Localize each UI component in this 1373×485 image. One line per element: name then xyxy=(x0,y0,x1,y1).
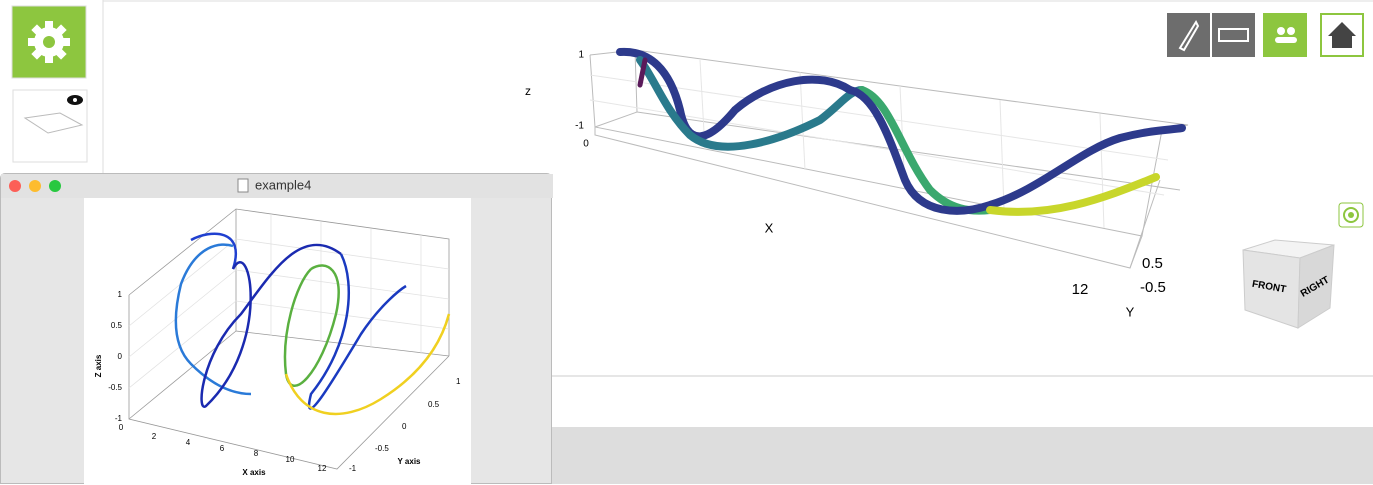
window-title[interactable]: example4 xyxy=(255,177,311,192)
z-tick-label: -1 xyxy=(575,121,584,132)
plot-box xyxy=(589,49,1189,269)
z-tick-label: -1 xyxy=(115,414,123,423)
users-button[interactable] xyxy=(1263,13,1307,57)
x-tick-label: 10 xyxy=(286,455,295,464)
z-axis-label: z xyxy=(525,84,531,98)
y-axis-label: Y axis xyxy=(398,457,422,466)
y-tick-label: 1 xyxy=(456,377,461,386)
y-tick-label: 0.5 xyxy=(1142,255,1163,272)
z-tick-label: -0.5 xyxy=(108,383,122,392)
settings-button[interactable] xyxy=(11,5,87,79)
x-tick-label: 4 xyxy=(186,438,191,447)
x-tick-label: 8 xyxy=(254,449,259,458)
axis-labels: 1 0.5 0 -0.5 -1 Z axis 0 2 4 6 8 10 12 X… xyxy=(94,290,461,477)
z-axis-label: Z axis xyxy=(94,354,103,377)
minimize-button[interactable] xyxy=(29,180,41,192)
z-tick-label: 1 xyxy=(578,50,584,61)
zoom-button[interactable] xyxy=(49,180,61,192)
title-bar xyxy=(1,174,553,198)
x-axis-label: X axis xyxy=(242,468,266,477)
grid-lines xyxy=(128,214,450,389)
locate-icon-dot xyxy=(1348,212,1354,218)
x-tick-label: 0 xyxy=(583,139,589,150)
x-axis-label: X xyxy=(765,220,774,235)
z-tick-label: 0.5 xyxy=(111,321,123,330)
x-tick-label: 12 xyxy=(1072,281,1089,298)
gear-icon xyxy=(28,21,70,63)
close-button[interactable] xyxy=(9,180,21,192)
ruler-icon xyxy=(1218,28,1249,42)
bottom-panel xyxy=(550,427,1373,484)
tube-curve xyxy=(616,47,1186,216)
y-tick-label: 0 xyxy=(402,422,407,431)
locate-icon xyxy=(1343,207,1359,223)
y-tick-label: -1 xyxy=(349,464,357,473)
pen-icon xyxy=(1178,19,1200,52)
z-tick-label: 0 xyxy=(118,352,123,361)
figure-window: example4 1 0.5 0 -0.5 -1 Z axis 0 2 4 xyxy=(0,173,553,485)
y-tick-label: 0.5 xyxy=(428,400,440,409)
z-tick-label: 1 xyxy=(118,290,123,299)
y-axis-label: Y xyxy=(1126,304,1135,319)
eye-pupil xyxy=(73,98,77,102)
cube-right[interactable] xyxy=(1297,244,1335,329)
users-icon xyxy=(1275,27,1297,43)
y-tick-label: -0.5 xyxy=(375,444,389,453)
helix-curve xyxy=(174,232,451,416)
thumbnail-shape xyxy=(23,112,84,134)
home-icon xyxy=(1328,22,1356,48)
x-tick-label: 2 xyxy=(152,432,157,441)
x-tick-label: 12 xyxy=(318,464,327,473)
x-tick-label: 6 xyxy=(220,444,225,453)
file-icon xyxy=(237,178,249,193)
figure-content: example4 xyxy=(1,174,553,485)
x-tick-label: 0 xyxy=(119,423,124,432)
y-tick-label: -0.5 xyxy=(1140,279,1166,296)
